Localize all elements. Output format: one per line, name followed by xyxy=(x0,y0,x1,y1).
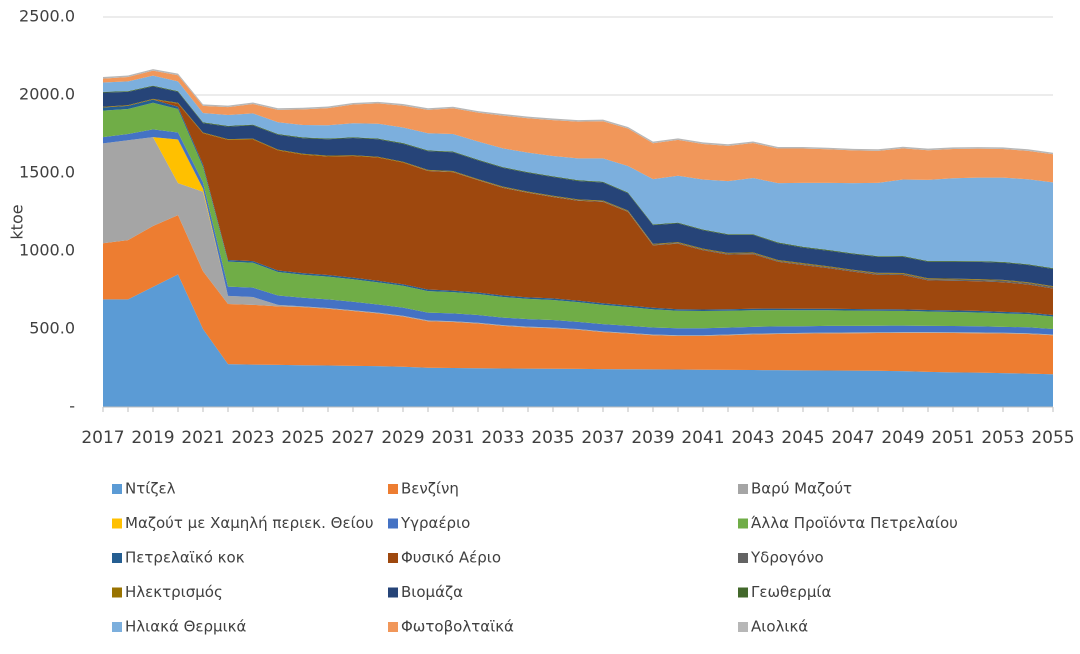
legend-label: Φωτοβολταϊκά xyxy=(401,618,514,636)
legend-swatch xyxy=(112,553,122,563)
x-tick-label: 2045 xyxy=(781,428,824,448)
y-tick-label: 500.0 xyxy=(29,319,75,338)
legend-swatch xyxy=(388,587,398,598)
x-tick-label: 2053 xyxy=(981,428,1024,448)
y-axis-label: ktoe xyxy=(8,204,27,239)
legend-label: Φυσικό Αέριο xyxy=(401,549,501,567)
area xyxy=(103,86,1053,287)
x-tick-label: 2017 xyxy=(81,428,124,448)
x-tick-label: 2043 xyxy=(731,428,774,448)
x-tick-label: 2055 xyxy=(1031,428,1074,448)
legend-swatch xyxy=(738,518,748,529)
legend-label: Γεωθερμία xyxy=(751,583,831,601)
legend-label: Ντίζελ xyxy=(125,480,176,498)
x-tick-label: 2029 xyxy=(381,428,424,448)
x-tick-label: 2027 xyxy=(331,428,374,448)
x-tick-label: 2019 xyxy=(131,428,174,448)
area xyxy=(103,215,1053,375)
area xyxy=(103,274,1053,407)
x-tick-label: 2047 xyxy=(831,428,874,448)
y-tick-label: 1000.0 xyxy=(19,241,75,260)
legend-swatch xyxy=(388,518,398,529)
area xyxy=(103,99,1053,315)
legend-swatch xyxy=(738,484,748,494)
y-tick-label: 2500.0 xyxy=(19,7,75,26)
y-tick-label: - xyxy=(69,397,75,416)
x-tick-label: 2025 xyxy=(281,428,324,448)
x-tick-label: 2051 xyxy=(931,428,974,448)
x-tick-label: 2021 xyxy=(181,428,224,448)
area xyxy=(103,70,1053,184)
y-tick-label: 2000.0 xyxy=(19,85,75,104)
legend-swatch xyxy=(738,553,748,563)
x-tick-label: 2033 xyxy=(481,428,524,448)
legend-swatch xyxy=(738,622,748,632)
x-tick-label: 2035 xyxy=(531,428,574,448)
legend-swatch xyxy=(738,587,748,598)
legend-label: Βιομάζα xyxy=(401,583,463,601)
legend-swatch xyxy=(388,553,398,563)
legend-label: Υδρογόνο xyxy=(750,549,824,567)
legend-label: Ηλιακά Θερμικά xyxy=(125,618,247,636)
legend-swatch xyxy=(388,484,398,494)
legend-label: Μαζούτ με Χαμηλή περιεκ. Θείου xyxy=(125,514,374,532)
x-tick-label: 2037 xyxy=(581,428,624,448)
y-tick-label: 1500.0 xyxy=(19,163,75,182)
legend-label: Βενζίνη xyxy=(401,480,459,498)
x-tick-label: 2023 xyxy=(231,428,274,448)
legend-label: Άλλα Προϊόντα Πετρελαίου xyxy=(751,514,958,532)
x-tick-label: 2039 xyxy=(631,428,674,448)
x-tick-label: 2049 xyxy=(881,428,924,448)
legend-swatch xyxy=(112,622,122,632)
legend-label: Βαρύ Μαζούτ xyxy=(751,480,852,498)
x-tick-label: 2031 xyxy=(431,428,474,448)
legend-label: Ηλεκτρισμός xyxy=(125,583,223,601)
legend-label: Υγραέριο xyxy=(400,514,470,532)
area xyxy=(103,75,1053,269)
legend-swatch xyxy=(388,622,398,632)
legend-label: Πετρελαϊκό κοκ xyxy=(125,549,245,567)
legend-label: Αιολικά xyxy=(751,618,808,636)
legend-swatch xyxy=(112,587,122,598)
legend-swatch xyxy=(112,484,122,494)
legend-swatch xyxy=(112,518,122,529)
x-tick-label: 2041 xyxy=(681,428,724,448)
